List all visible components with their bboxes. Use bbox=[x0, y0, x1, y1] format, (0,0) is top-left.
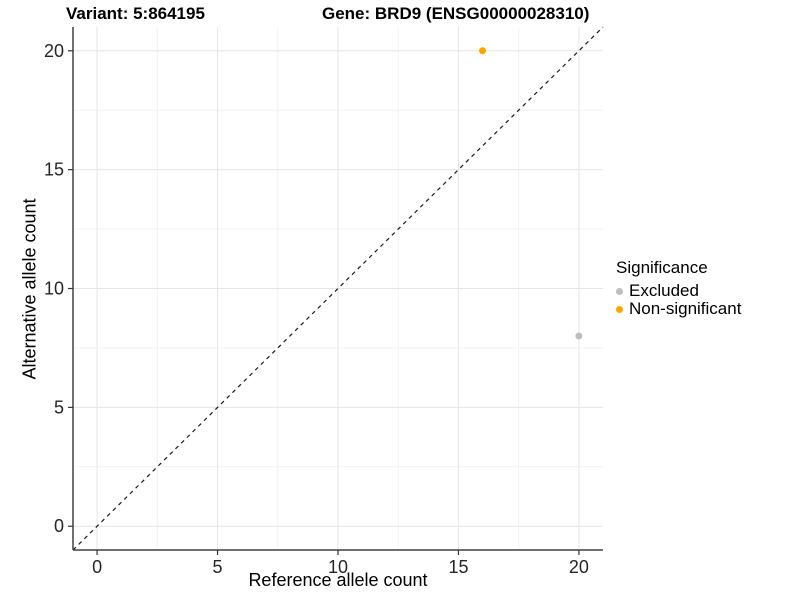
legend: Significance Excluded Non-significant bbox=[616, 258, 741, 318]
y-tick-label: 20 bbox=[44, 41, 64, 61]
legend-item-label: Non-significant bbox=[629, 299, 742, 318]
x-axis-title: Reference allele count bbox=[248, 570, 428, 590]
y-tick-label: 5 bbox=[54, 397, 64, 417]
x-tick-label: 5 bbox=[213, 557, 223, 577]
y-tick-label: 10 bbox=[44, 279, 64, 299]
gene-title: Gene: BRD9 (ENSG00000028310) bbox=[322, 4, 590, 23]
data-point-excluded bbox=[575, 332, 583, 340]
y-tick-label: 15 bbox=[44, 160, 64, 180]
legend-item-label: Excluded bbox=[629, 281, 699, 300]
legend-items: Excluded Non-significant bbox=[616, 281, 742, 318]
x-tick-label: 15 bbox=[448, 557, 468, 577]
x-tick-label: 20 bbox=[569, 557, 589, 577]
legend-dot-icon bbox=[616, 305, 623, 313]
legend-dot-icon bbox=[616, 287, 623, 295]
legend-item-non-significant: Non-significant bbox=[616, 299, 742, 318]
legend-item-excluded: Excluded bbox=[616, 281, 741, 300]
x-tick-label: 10 bbox=[328, 557, 348, 577]
data-point-non-significant bbox=[479, 47, 487, 55]
x-tick-label: 0 bbox=[92, 557, 102, 577]
y-tick-label: 0 bbox=[54, 516, 64, 536]
y-axis-title: Alternative allele count bbox=[19, 198, 40, 380]
legend-title: Significance bbox=[616, 258, 708, 277]
variant-title: Variant: 5:864195 bbox=[66, 4, 205, 23]
